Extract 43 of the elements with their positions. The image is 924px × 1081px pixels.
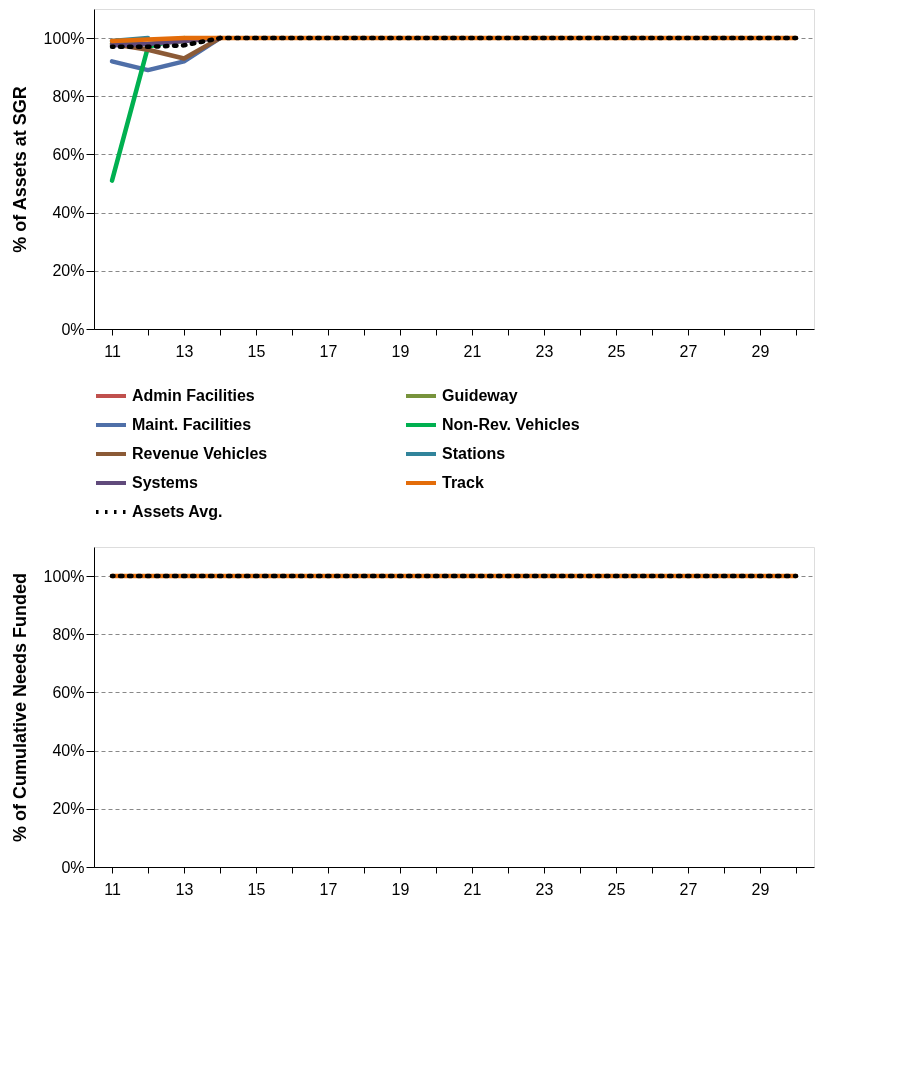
legend-label: Non-Rev. Vehicles bbox=[442, 416, 580, 433]
y-tick-label: 0% bbox=[61, 858, 85, 876]
x-tick-label: 13 bbox=[175, 342, 194, 360]
y-tick-label: 40% bbox=[52, 742, 85, 760]
x-tick-label: 15 bbox=[247, 880, 266, 898]
legend-label: Revenue Vehicles bbox=[132, 445, 268, 462]
y-tick-label: 40% bbox=[52, 204, 85, 222]
y-tick-label: 20% bbox=[52, 800, 85, 818]
y-axis-title: % of Assets at SGR bbox=[9, 86, 30, 253]
legend-label: Stations bbox=[442, 445, 506, 462]
x-tick-label: 13 bbox=[175, 880, 194, 898]
x-tick-label: 23 bbox=[535, 880, 554, 898]
x-tick-label: 25 bbox=[607, 880, 626, 898]
y-axis-title: % of Cumulative Needs Funded bbox=[9, 572, 30, 843]
x-tick-label: 15 bbox=[247, 342, 266, 360]
x-tick-label: 11 bbox=[104, 880, 121, 898]
x-tick-label: 19 bbox=[391, 880, 410, 898]
y-tick-label: 20% bbox=[52, 262, 85, 280]
y-tick-label: 80% bbox=[52, 625, 85, 643]
y-tick-label: 80% bbox=[52, 87, 85, 105]
x-tick-label: 17 bbox=[319, 880, 338, 898]
x-tick-label: 29 bbox=[751, 342, 770, 360]
legend-label: Track bbox=[442, 474, 484, 491]
x-tick-label: 27 bbox=[679, 880, 698, 898]
y-tick-label: 100% bbox=[43, 567, 85, 585]
x-tick-label: 29 bbox=[751, 880, 770, 898]
legend-label: Assets Avg. bbox=[132, 503, 223, 520]
legend-label: Admin Facilities bbox=[132, 387, 255, 404]
x-tick-label: 23 bbox=[535, 342, 554, 360]
x-tick-label: 21 bbox=[463, 880, 482, 898]
x-tick-label: 19 bbox=[391, 342, 410, 360]
legend-label: Maint. Facilities bbox=[132, 416, 252, 433]
legend-label: Systems bbox=[132, 474, 198, 491]
x-tick-label: 25 bbox=[607, 342, 626, 360]
legend-label: Guideway bbox=[442, 387, 518, 404]
x-tick-label: 21 bbox=[463, 342, 482, 360]
y-tick-label: 0% bbox=[61, 320, 85, 338]
y-tick-label: 60% bbox=[52, 683, 85, 701]
x-tick-label: 11 bbox=[104, 342, 121, 360]
x-tick-label: 17 bbox=[319, 342, 338, 360]
x-tick-label: 27 bbox=[679, 342, 698, 360]
y-tick-label: 100% bbox=[43, 29, 85, 47]
y-tick-label: 60% bbox=[52, 145, 85, 163]
